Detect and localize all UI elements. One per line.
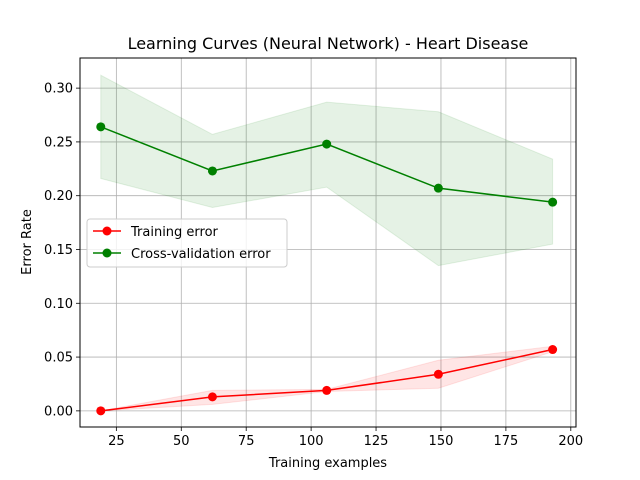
y-tick-label: 0.10 [44, 297, 73, 312]
y-tick-label: 0.00 [44, 404, 73, 419]
axis-ticks: 25 50 75 100 125 150 175 200 0.00 0.05 0.10 0.15 0.2… [44, 82, 583, 449]
legend-marker-training [102, 226, 112, 236]
cross-validation-error-point [96, 122, 106, 132]
legend: Training error Cross-validation error [86, 218, 288, 268]
x-tick-label: 200 [558, 434, 583, 449]
x-tick-label: 125 [364, 434, 389, 449]
training-error-point [96, 406, 106, 416]
legend-label-training: Training error [130, 225, 219, 240]
cross-validation-error-band [100, 74, 554, 267]
x-tick-label: 175 [493, 434, 518, 449]
y-tick-label: 0.25 [44, 135, 73, 150]
legend-box [86, 218, 288, 268]
training-error-point [433, 369, 443, 379]
x-tick-label: 75 [238, 434, 255, 449]
y-tick-label: 0.20 [44, 189, 73, 204]
x-axis-label: Training examples [268, 456, 387, 471]
x-tick-label: 25 [108, 434, 125, 449]
legend-label-cross-validation: Cross-validation error [131, 247, 271, 262]
cross-validation-error-point [207, 166, 217, 176]
x-tick-label: 50 [173, 434, 190, 449]
x-tick-label: 100 [299, 434, 324, 449]
y-axis-label: Error Rate [20, 209, 35, 275]
y-tick-label: 0.30 [44, 82, 73, 97]
y-tick-label: 0.15 [44, 243, 73, 258]
chart-title: Learning Curves (Neural Network) - Heart… [128, 34, 529, 53]
legend-marker-cross-validation [102, 248, 112, 258]
series-markers [96, 122, 558, 416]
cross-validation-error-point [548, 197, 558, 207]
x-tick-label: 150 [429, 434, 454, 449]
plot-frame [79, 57, 577, 428]
training-error-point [322, 385, 332, 395]
cross-validation-error-point [322, 139, 332, 149]
training-error-point [548, 345, 558, 355]
cross-validation-error-point [433, 183, 443, 193]
y-tick-label: 0.05 [44, 351, 73, 366]
training-error-point [207, 392, 217, 402]
